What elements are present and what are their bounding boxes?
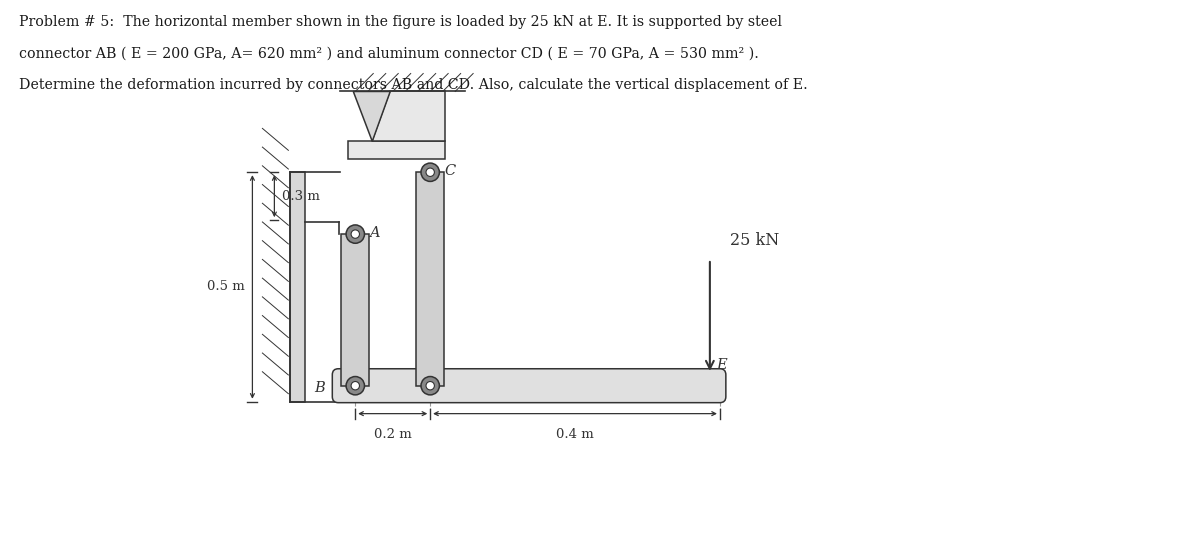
Text: B: B bbox=[314, 381, 325, 395]
Bar bbox=[416, 172, 444, 386]
Text: Determine the deformation incurred by connectors AB and CD. Also, calculate the : Determine the deformation incurred by co… bbox=[19, 78, 808, 92]
Text: C: C bbox=[444, 164, 456, 178]
Bar bbox=[290, 172, 305, 401]
Bar bbox=[348, 141, 445, 159]
Circle shape bbox=[421, 163, 439, 182]
Text: A: A bbox=[370, 226, 380, 240]
Text: E: E bbox=[716, 358, 726, 372]
Text: 0.3 m: 0.3 m bbox=[282, 190, 320, 203]
Text: 0.2 m: 0.2 m bbox=[374, 428, 412, 441]
Circle shape bbox=[426, 168, 434, 176]
Polygon shape bbox=[372, 91, 445, 141]
Circle shape bbox=[352, 230, 360, 238]
Circle shape bbox=[421, 376, 439, 395]
Text: D: D bbox=[444, 382, 456, 397]
Circle shape bbox=[346, 376, 365, 395]
FancyBboxPatch shape bbox=[332, 369, 726, 403]
Circle shape bbox=[346, 225, 365, 243]
Text: 0.5 m: 0.5 m bbox=[206, 281, 245, 293]
Text: 0.4 m: 0.4 m bbox=[556, 428, 594, 441]
Circle shape bbox=[352, 381, 360, 390]
Text: 25 kN: 25 kN bbox=[730, 232, 779, 249]
Text: Problem # 5:  The horizontal member shown in the figure is loaded by 25 kN at E.: Problem # 5: The horizontal member shown… bbox=[19, 15, 781, 29]
Polygon shape bbox=[353, 91, 390, 141]
Bar bbox=[341, 234, 370, 386]
Text: connector AB ( E = 200 GPa, A= 620 mm² ) and aluminum connector CD ( E = 70 GPa,: connector AB ( E = 200 GPa, A= 620 mm² )… bbox=[19, 47, 758, 60]
Circle shape bbox=[426, 381, 434, 390]
